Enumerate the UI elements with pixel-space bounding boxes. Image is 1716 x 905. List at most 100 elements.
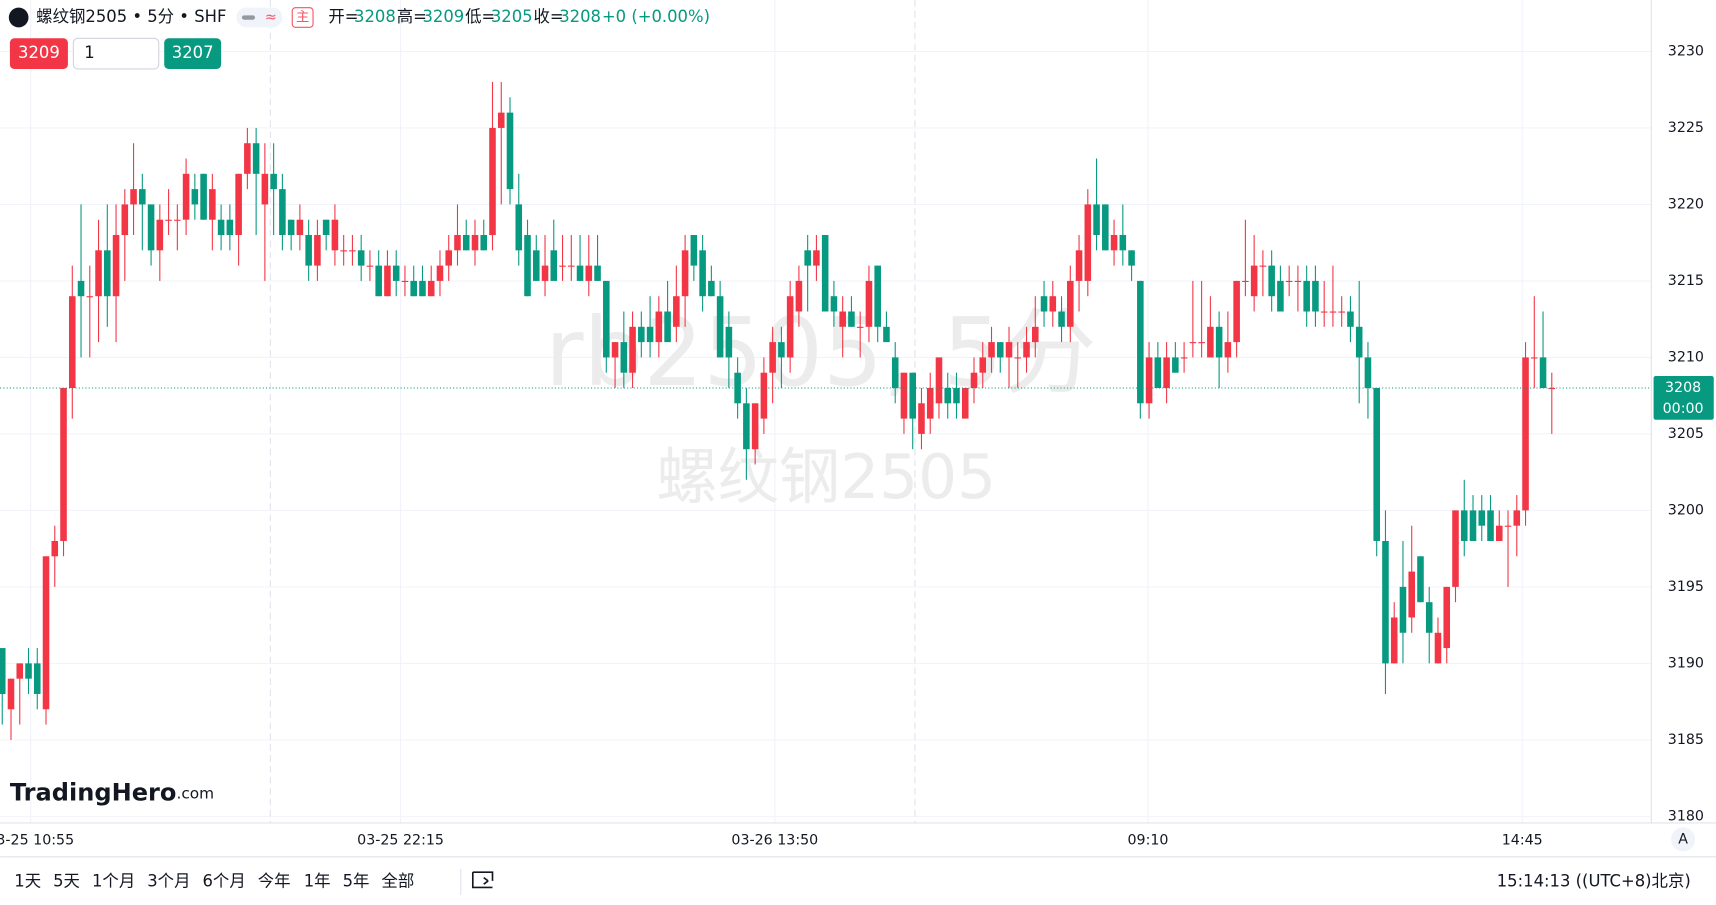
candle-body (830, 296, 838, 312)
candle-body (95, 250, 102, 297)
candle-body (471, 235, 479, 251)
logo: TradingHero (10, 778, 177, 806)
candle-body (1382, 540, 1389, 664)
candle-body (1312, 280, 1319, 312)
symbol[interactable]: 螺纹钢2505 • 5分 • SHF (36, 7, 226, 26)
candle-body (681, 250, 689, 297)
candle-body (1399, 586, 1407, 633)
candle-body (375, 265, 382, 297)
candle-body (33, 663, 41, 694)
status-icon (241, 15, 256, 20)
ohlc-value: 3205 (491, 7, 533, 26)
candle-body (357, 250, 365, 266)
range-button[interactable]: 5天 (53, 872, 80, 891)
candle-body (1067, 280, 1074, 327)
candle-body (638, 326, 645, 343)
candle-body (664, 311, 671, 343)
range-button[interactable]: 1个月 (92, 872, 135, 891)
y-tick-label: 3205 (1668, 426, 1704, 442)
candle-body (979, 357, 987, 373)
candle-body (559, 265, 566, 267)
range-button[interactable]: 5年 (343, 872, 370, 891)
candle-body (1495, 525, 1503, 541)
range-button[interactable]: 1天 (14, 872, 41, 891)
candle-body (77, 280, 85, 297)
y-tick-label: 3215 (1668, 273, 1704, 289)
candle-body (1075, 250, 1083, 281)
candle-body (585, 265, 593, 281)
buy-button[interactable] (164, 38, 222, 69)
candle-body (953, 388, 960, 404)
ohlc-value: 3208 (354, 7, 396, 26)
candle-body (235, 173, 242, 236)
candle-body (900, 372, 908, 419)
candle-body (287, 219, 295, 236)
candle-body (743, 403, 750, 450)
candle-body (821, 235, 829, 312)
x-tick-label: 03-25 22:15 (357, 832, 444, 848)
y-tick-label: 3190 (1668, 655, 1704, 671)
candle-body (1417, 556, 1424, 603)
candle-body (1513, 510, 1521, 526)
candle-body (1303, 280, 1310, 312)
candle-body (1277, 280, 1284, 312)
candle-body (7, 678, 15, 710)
main-badge (291, 7, 314, 28)
candle-body (891, 357, 899, 389)
candle-body (1172, 357, 1179, 373)
buy-price[interactable]: 3207 (172, 43, 214, 62)
candle-body (1522, 357, 1529, 511)
candle-body (1242, 280, 1249, 283)
candle-body (1102, 204, 1109, 251)
candle-body (909, 372, 916, 419)
x-tick-label: 03-25 10:55 (0, 832, 74, 848)
candle-body (1137, 280, 1144, 404)
candle-body (279, 189, 286, 236)
candle-body (165, 219, 172, 221)
goto-date-icon[interactable] (471, 871, 494, 889)
candle-body (1198, 342, 1205, 344)
candle-body (1452, 510, 1459, 587)
x-tick-label: 14:45 (1502, 832, 1543, 848)
candle-body (1355, 326, 1363, 358)
candle-body (673, 296, 680, 327)
candle-body (848, 311, 855, 327)
auto-scale-button[interactable] (1671, 827, 1696, 852)
candle-body (244, 143, 251, 174)
range-button[interactable]: 1年 (304, 872, 331, 891)
candle-body (1233, 280, 1240, 343)
candle-body (620, 342, 628, 373)
sell-button[interactable] (9, 38, 68, 69)
candle-body (121, 204, 129, 236)
candle-body (611, 342, 619, 358)
candle-body (1084, 204, 1092, 281)
candle-body (305, 235, 312, 266)
candle-body (340, 250, 347, 252)
sell-price[interactable]: 3209 (18, 43, 60, 62)
quantity[interactable]: 1 (84, 43, 94, 62)
candle-body (86, 296, 94, 298)
candle-body (42, 556, 50, 710)
clock[interactable]: 15:14:13 ((UTC+8)北京) (1497, 872, 1691, 891)
range-button[interactable]: 今年 (258, 872, 291, 891)
candle-body (489, 127, 496, 236)
range-button[interactable]: 全部 (381, 872, 414, 891)
candle-body (690, 235, 698, 266)
range-button[interactable]: 6个月 (203, 872, 246, 891)
candle-body (716, 296, 724, 358)
candle-body (926, 388, 934, 419)
candle-body (1487, 510, 1494, 541)
candle-body (1539, 357, 1547, 389)
quantity-input[interactable] (72, 37, 160, 70)
main-badge: 主 (296, 9, 309, 25)
candle-body (550, 250, 558, 281)
candle-body (1049, 296, 1057, 312)
range-button[interactable]: 3个月 (147, 872, 190, 891)
candle-body (1154, 357, 1162, 389)
auto-scale[interactable]: A (1678, 831, 1688, 847)
candle-body (506, 112, 514, 190)
candle-body (970, 372, 978, 389)
candle-body (1040, 296, 1048, 312)
y-tick-label: 3180 (1668, 808, 1704, 824)
